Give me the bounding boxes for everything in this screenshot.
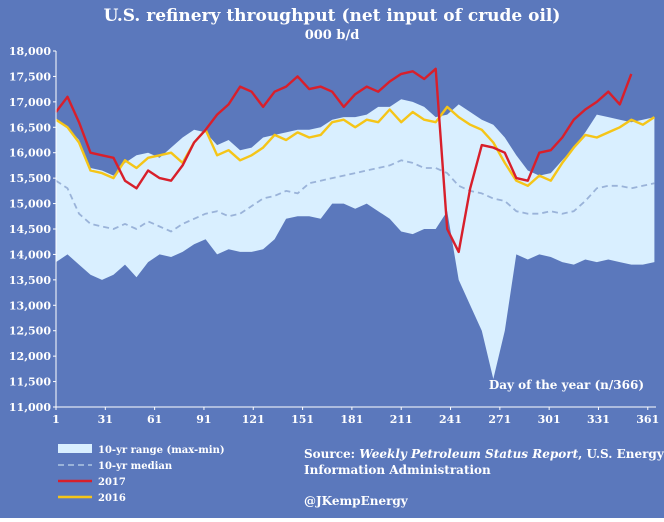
line-2016 (55, 105, 656, 188)
y-tick-label: 17,000 (9, 96, 51, 109)
y-tick-label: 14,500 (9, 223, 51, 236)
range-band (56, 99, 655, 380)
x-tick-label: 331 (587, 413, 610, 426)
x-tick-label: 211 (390, 413, 413, 426)
source-rest: , U.S. Energy (578, 447, 664, 461)
y-tick-label: 16,500 (9, 121, 51, 134)
chart-title: U.S. refinery throughput (net input of c… (104, 6, 561, 26)
legend-item-median: 10-yr median (58, 461, 173, 472)
y-tick-label: 12,500 (9, 325, 51, 338)
x-tick-label: 61 (147, 413, 162, 426)
source-report: Weekly Petroleum Status Report (359, 447, 578, 461)
x-tick-label: 91 (196, 413, 211, 426)
y-tick-label: 13,500 (9, 274, 51, 287)
y-tick-label: 15,000 (9, 198, 51, 211)
source-prefix: Source: (304, 447, 359, 461)
x-axis-label: Day of the year (n/366) (489, 378, 644, 392)
median-line (55, 159, 655, 233)
legend-label: 10-yr range (max-min) (98, 445, 225, 456)
y-tick-label: 17,500 (9, 70, 51, 83)
x-tick-label: 241 (439, 413, 462, 426)
legend: 10-yr range (max-min) 10-yr median 2017 201… (58, 444, 225, 504)
credit-text: @JKempEnergy (304, 494, 409, 508)
y-tick-label: 12,000 (9, 350, 51, 363)
x-tick-label: 151 (291, 413, 314, 426)
legend-item-y2017: 2017 (58, 477, 126, 488)
x-tick-label: 31 (98, 413, 113, 426)
y-tick-label: 14,000 (9, 248, 51, 261)
legend-item-range: 10-yr range (max-min) (58, 444, 225, 456)
line-2017 (55, 67, 633, 254)
x-tick-label: 181 (340, 413, 363, 426)
legend-label: 10-yr median (98, 461, 173, 472)
source-text: Source: Weekly Petroleum Status Report, … (304, 447, 664, 461)
legend-label: 2016 (98, 493, 126, 504)
y-tick-label: 13,000 (9, 299, 51, 312)
legend-label: 2017 (98, 477, 126, 488)
legend-swatch-range (58, 444, 92, 453)
x-tick-label: 1 (52, 413, 60, 426)
x-tick-label: 121 (242, 413, 265, 426)
x-tick-label: 301 (538, 413, 561, 426)
y-tick-label: 11,500 (9, 376, 51, 389)
x-tick-label: 271 (488, 413, 511, 426)
chart-subtitle: 000 b/d (305, 28, 360, 43)
axes: 11,000 11,500 12,000 12,500 13,000 13,500 14,0… (9, 45, 659, 426)
y-tick-label: 18,000 (9, 45, 51, 58)
source-text-line2: Information Administration (304, 463, 491, 477)
legend-item-y2016: 2016 (58, 493, 126, 504)
plot-area (55, 67, 656, 380)
x-tick-label: 361 (636, 413, 659, 426)
y-tick-label: 16,000 (9, 147, 51, 160)
y-tick-label: 11,000 (9, 401, 51, 414)
y-tick-label: 15,500 (9, 172, 51, 185)
